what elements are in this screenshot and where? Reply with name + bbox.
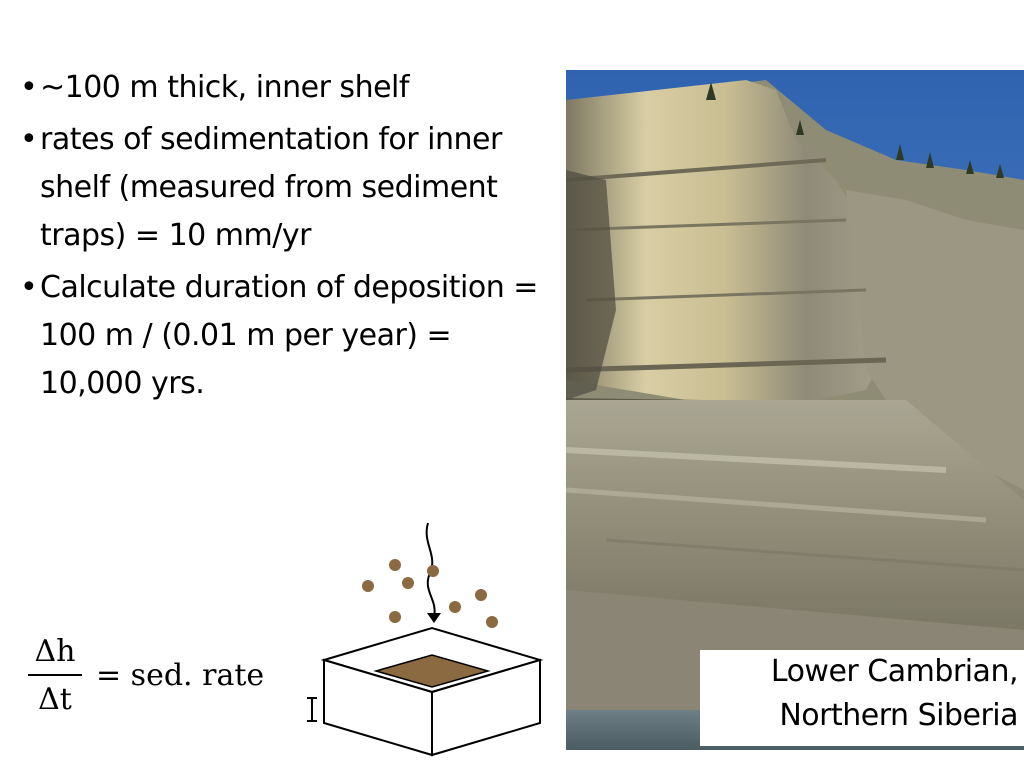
formula-numerator: Δh bbox=[34, 634, 76, 669]
bullet-text: rates of sedimentation for inner shelf (… bbox=[40, 122, 502, 253]
bullet-item: • Calculate duration of deposition = 100… bbox=[20, 264, 540, 408]
sed-rate-formula: Δh Δt = sed. rate bbox=[28, 632, 278, 722]
bullet-symbol: • bbox=[20, 70, 38, 105]
bullet-symbol: • bbox=[20, 270, 38, 305]
bullet-item: • ~100 m thick, inner shelf bbox=[20, 64, 540, 112]
arrowhead-icon bbox=[427, 613, 441, 623]
outcrop-photo bbox=[566, 70, 1024, 750]
sediment-particles bbox=[362, 559, 498, 628]
bullet-item: • rates of sedimentation for inner shelf… bbox=[20, 116, 540, 260]
bullet-list: • ~100 m thick, inner shelf • rates of s… bbox=[20, 64, 540, 412]
photo-caption: Lower Cambrian, Northern Siberia bbox=[700, 650, 1024, 746]
formula-denominator: Δt bbox=[38, 682, 72, 717]
trap-sediment bbox=[373, 654, 491, 688]
bullet-text: ~100 m thick, inner shelf bbox=[40, 70, 409, 105]
bullet-text: Calculate duration of deposition = 100 m… bbox=[40, 270, 538, 401]
sediment-trap-diagram bbox=[300, 515, 550, 760]
formula-rhs: = sed. rate bbox=[96, 658, 265, 693]
bullet-symbol: • bbox=[20, 122, 38, 157]
caption-line: Lower Cambrian, bbox=[770, 654, 1019, 689]
trap-right-face bbox=[431, 658, 541, 757]
formula-fraction: Δh Δt bbox=[28, 632, 82, 720]
fraction-bar bbox=[28, 674, 82, 676]
caption-line: Northern Siberia bbox=[779, 698, 1018, 733]
